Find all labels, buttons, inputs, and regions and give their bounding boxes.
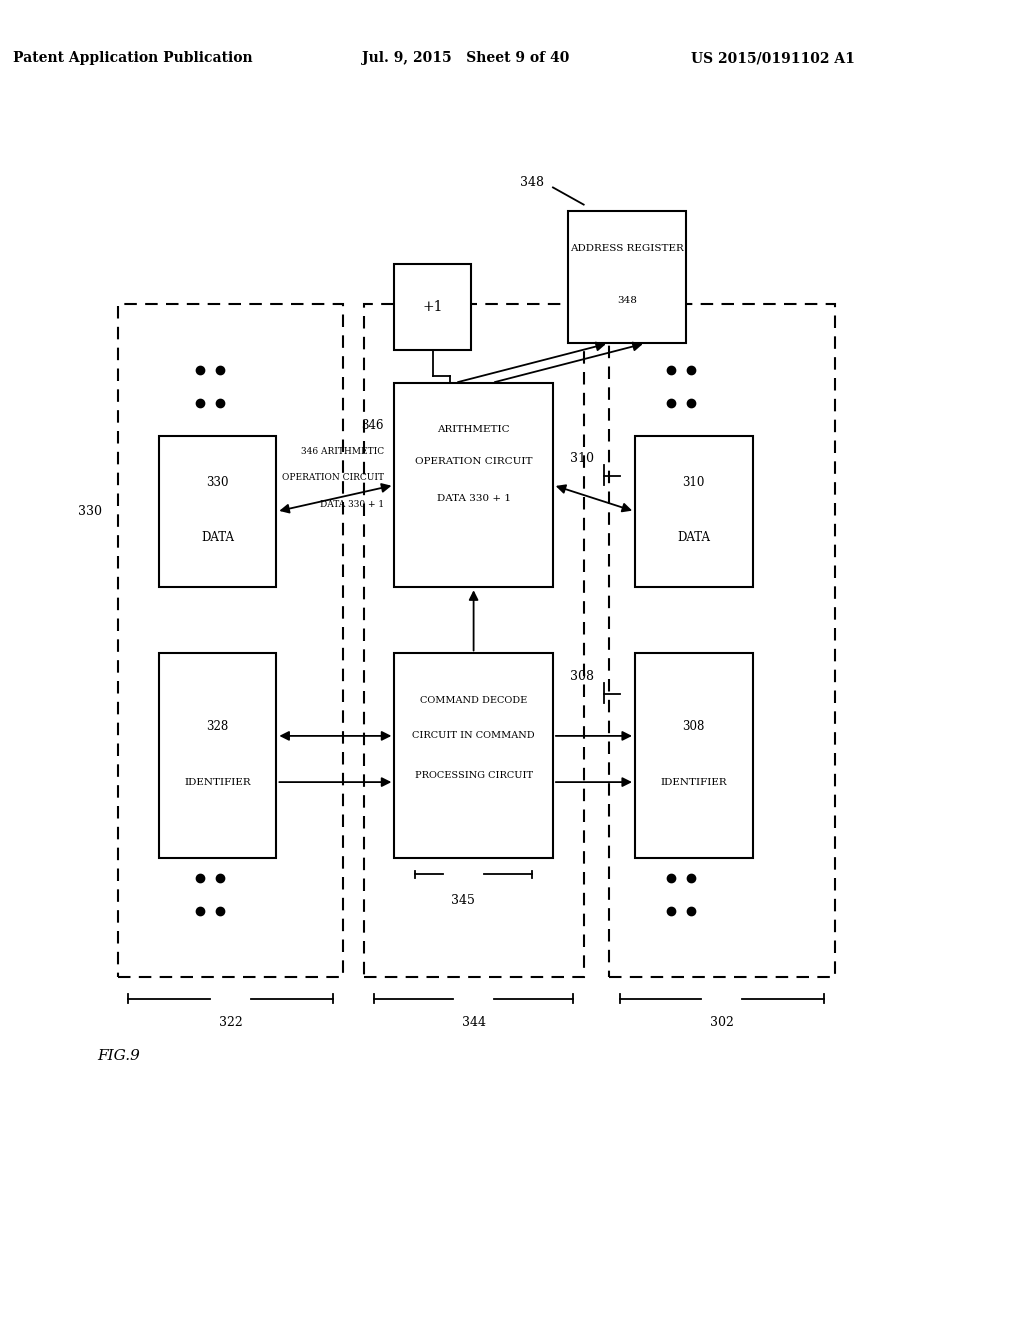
Text: 344: 344 [462,1016,485,1030]
Text: COMMAND DECODE: COMMAND DECODE [420,696,527,705]
Text: ADDRESS REGISTER: ADDRESS REGISTER [570,244,684,252]
Bar [394,383,553,587]
Bar [159,436,276,587]
Text: PROCESSING CIRCUIT: PROCESSING CIRCUIT [415,771,532,780]
Text: FIG.9: FIG.9 [97,1049,140,1064]
Text: ARITHMETIC: ARITHMETIC [437,425,510,434]
Text: 345: 345 [452,894,475,907]
Text: 348: 348 [617,297,637,305]
Text: 328: 328 [207,721,228,733]
Text: Patent Application Publication: Patent Application Publication [13,51,253,65]
Text: OPERATION CIRCUIT: OPERATION CIRCUIT [282,474,384,482]
Bar [635,653,753,858]
Text: +1: +1 [422,300,443,314]
Text: DATA: DATA [201,532,234,544]
Text: CIRCUIT IN COMMAND: CIRCUIT IN COMMAND [413,731,535,741]
Text: 348: 348 [520,176,545,189]
Bar [635,436,753,587]
Text: DATA 330 + 1: DATA 330 + 1 [436,494,511,503]
Text: IDENTIFIER: IDENTIFIER [184,777,251,787]
Text: 322: 322 [218,1016,243,1030]
Bar [394,264,471,350]
Text: 346 ARITHMETIC: 346 ARITHMETIC [301,447,384,455]
Text: 310: 310 [683,477,705,488]
Text: IDENTIFIER: IDENTIFIER [660,777,727,787]
Text: 330: 330 [207,477,228,488]
Text: 346: 346 [361,418,384,432]
Bar [609,304,835,977]
Bar [159,653,276,858]
Bar [394,653,553,858]
Text: 330: 330 [79,506,102,517]
Text: DATA: DATA [677,532,711,544]
Text: 308: 308 [683,721,705,733]
Text: 302: 302 [710,1016,734,1030]
Text: Jul. 9, 2015   Sheet 9 of 40: Jul. 9, 2015 Sheet 9 of 40 [362,51,569,65]
Text: DATA 330 + 1: DATA 330 + 1 [319,500,384,508]
Text: US 2015/0191102 A1: US 2015/0191102 A1 [691,51,855,65]
Bar [118,304,343,977]
Bar [364,304,584,977]
Text: 308: 308 [570,671,594,682]
Bar [568,211,686,343]
Text: 310: 310 [570,453,594,465]
Text: OPERATION CIRCUIT: OPERATION CIRCUIT [415,457,532,466]
